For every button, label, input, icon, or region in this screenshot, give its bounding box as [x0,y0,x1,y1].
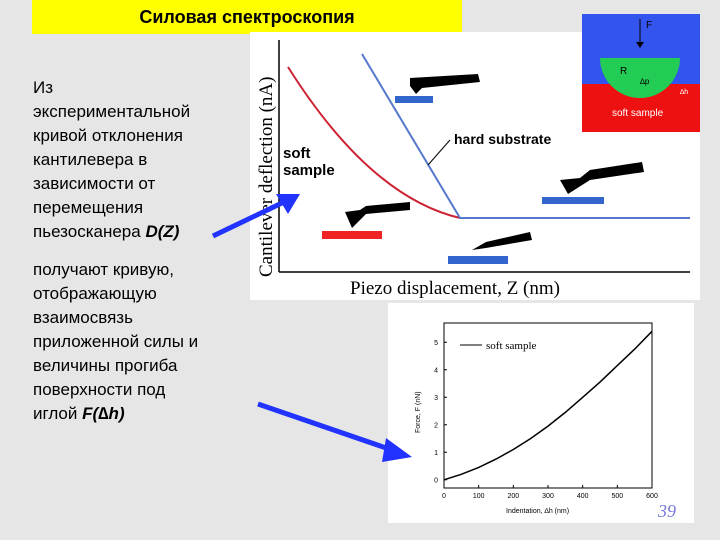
para2-line: взаимосвязь [33,308,133,327]
para1-line: кантилевера в [33,150,148,169]
hard-substrate-curve [361,53,461,219]
inset-label-dh: ∆h [680,89,688,96]
force-y-tick-label: 4 [434,367,438,374]
force-y-tick-label: 0 [434,477,438,484]
force-y-tick-label: 2 [434,422,438,429]
hard-label-pointer [427,139,451,166]
inset-label-R: R [620,66,627,77]
para2-line: поверхности под [33,380,166,399]
para2-formula: F(∆h) [82,404,125,423]
inset-label-soft: soft sample [612,108,664,119]
slide-number: 39 [658,501,676,521]
description-paragraph-2: получают кривую, отображающую взаимосвязь п… [33,258,198,426]
soft-sample-curve [287,66,461,219]
para1-line: экспериментальной [33,102,191,121]
cantilever-baseline [542,162,644,204]
deflection-xlabel: Piezo displacement, Z (nm) [350,278,560,299]
para2-line: приложенной силы и [33,332,199,351]
para1-line: перемещения [33,198,144,217]
soft-sample-label: soft sample [283,145,335,179]
force-x-tick-label: 0 [442,493,446,500]
description-paragraph-1: Из экспериментальной кривой отклонения кант… [33,76,190,244]
para2-line: величины прогиба [33,356,178,375]
para2-line: отображающую [33,284,157,303]
force-x-tick-label: 600 [646,493,658,500]
force-x-tick-label: 100 [473,493,485,500]
para1-line: кривой отклонения [33,126,183,145]
force-x-tick-label: 200 [507,493,519,500]
force-xlabel: Indentation, ∆h (nm) [506,508,569,515]
force-x-tick-label: 400 [577,493,589,500]
force-legend-label: soft sample [486,340,537,352]
force-x-tick-label: 300 [542,493,554,500]
indentation-inset: F R ∆p ∆h soft sample [582,14,700,132]
cantilever-hard-contact [448,232,532,264]
deflection-ylabel: Cantilever deflection (nA) [256,77,277,277]
hard-substrate-label: hard substrate [454,131,551,147]
para1-line: пьезосканера D(Z) [33,222,180,241]
arrow-to-force [257,401,393,453]
inset-label-dp: ∆p [640,77,650,86]
cantilever-soft [322,202,410,239]
force-x-tick-label: 500 [611,493,623,500]
force-y-tick-label: 3 [434,395,438,402]
inset-tip [600,58,680,98]
para2-line: иглой F(∆h) [33,404,125,423]
para1-line: Из [33,78,54,97]
para1-line: зависимости от [33,174,156,193]
slide-title: Силовая спектроскопия [32,0,462,34]
cantilever-hard-top [395,74,480,103]
inset-label-F: F [646,20,652,31]
force-indentation-chart: 0 100 200 300 400 500 600 0 1 2 3 4 5 soft sample Fo… [388,303,694,523]
force-curve [443,330,653,481]
force-y-tick-label: 5 [434,340,438,347]
force-ylabel: Force, F (nN) [415,391,422,433]
force-y-tick-label: 1 [434,450,438,457]
para2-line: получают кривую, [33,260,174,279]
para1-formula: D(Z) [145,222,180,241]
